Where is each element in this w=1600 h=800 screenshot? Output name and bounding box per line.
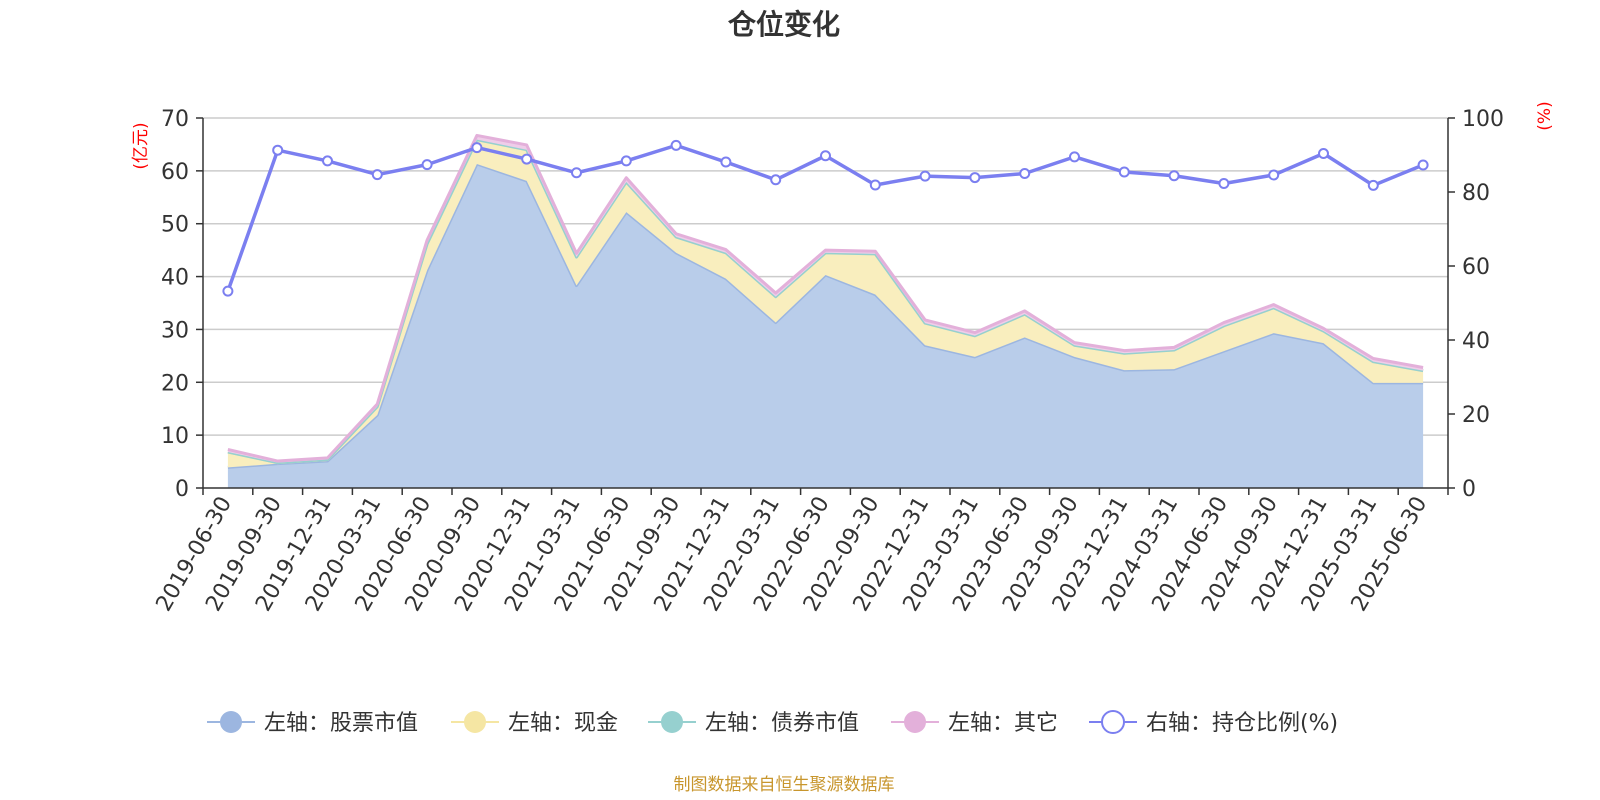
right-axis-tick-label: 0 (1462, 477, 1476, 502)
ratio-point (371, 169, 383, 181)
ratio-point (421, 159, 433, 171)
right-axis-tick-label: 40 (1462, 329, 1490, 354)
legend-swatch-marker (220, 711, 242, 733)
left-axis-tick-label: 30 (161, 318, 189, 343)
legend-swatch-marker (464, 711, 486, 733)
right-axis-tick-label: 100 (1462, 107, 1504, 132)
ratio-point (521, 153, 533, 165)
left-axis-unit: (亿元) (131, 122, 151, 169)
left-axis-tick-label: 60 (161, 160, 189, 185)
ratio-point (1318, 148, 1329, 160)
left-axis-tick-label: 70 (161, 107, 189, 132)
right-axis-tick-label: 60 (1462, 255, 1490, 280)
ratio-point (1417, 159, 1429, 171)
legend-swatch-marker (661, 711, 683, 733)
ratio-point (272, 144, 284, 156)
right-axis-unit: (%) (1535, 101, 1555, 130)
ratio-point (222, 285, 234, 297)
ratio-point (1019, 168, 1031, 179)
legend-label: 左轴：现金 (508, 711, 618, 736)
ratio-point (1367, 179, 1379, 191)
legend: 左轴：股票市值 左轴：现金 左轴：债券市值 左轴：其它 右轴：持仓比例(%) (207, 710, 1338, 736)
ratio-point (1268, 169, 1280, 181)
left-axis-tick-label: 50 (161, 213, 189, 238)
left-axis-tick-label: 0 (175, 477, 189, 502)
ratio-point (969, 172, 981, 184)
ratio-point (670, 139, 682, 151)
ratio-point (720, 156, 732, 168)
ratio-point (820, 150, 831, 162)
legend-label: 左轴：股票市值 (264, 711, 418, 736)
ratio-point (620, 155, 632, 167)
legend-swatch-marker (904, 711, 926, 733)
legend-swatch-marker (1101, 710, 1125, 734)
ratio-point (919, 170, 931, 182)
ratio-point (770, 174, 782, 186)
ratio-point (869, 179, 881, 191)
left-axis-tick-label: 20 (161, 371, 189, 396)
legend-label: 左轴：债券市值 (705, 711, 859, 736)
legend-label: 左轴：其它 (948, 711, 1058, 736)
ratio-point (322, 155, 333, 167)
legend-label: 右轴：持仓比例(%) (1146, 711, 1338, 736)
ratio-point (1118, 166, 1130, 178)
ratio-line (222, 139, 1429, 297)
left-axis-tick-label: 40 (161, 266, 189, 291)
right-axis-tick-label: 20 (1462, 403, 1490, 428)
data-source-note: 制图数据来自恒生聚源数据库 (674, 775, 895, 795)
area-0 (227, 163, 1424, 488)
ratio-point (1218, 177, 1230, 189)
area-edge-3 (227, 133, 1424, 463)
chart-title: 仓位变化 (728, 8, 840, 41)
right-axis-tick-label: 80 (1462, 181, 1490, 206)
ratio-point (1168, 170, 1180, 182)
ratio-point (1069, 151, 1080, 163)
ratio-point (571, 167, 582, 179)
left-axis-tick-label: 10 (161, 424, 189, 449)
ratio-point (471, 142, 483, 154)
stacked-areas (227, 133, 1424, 488)
